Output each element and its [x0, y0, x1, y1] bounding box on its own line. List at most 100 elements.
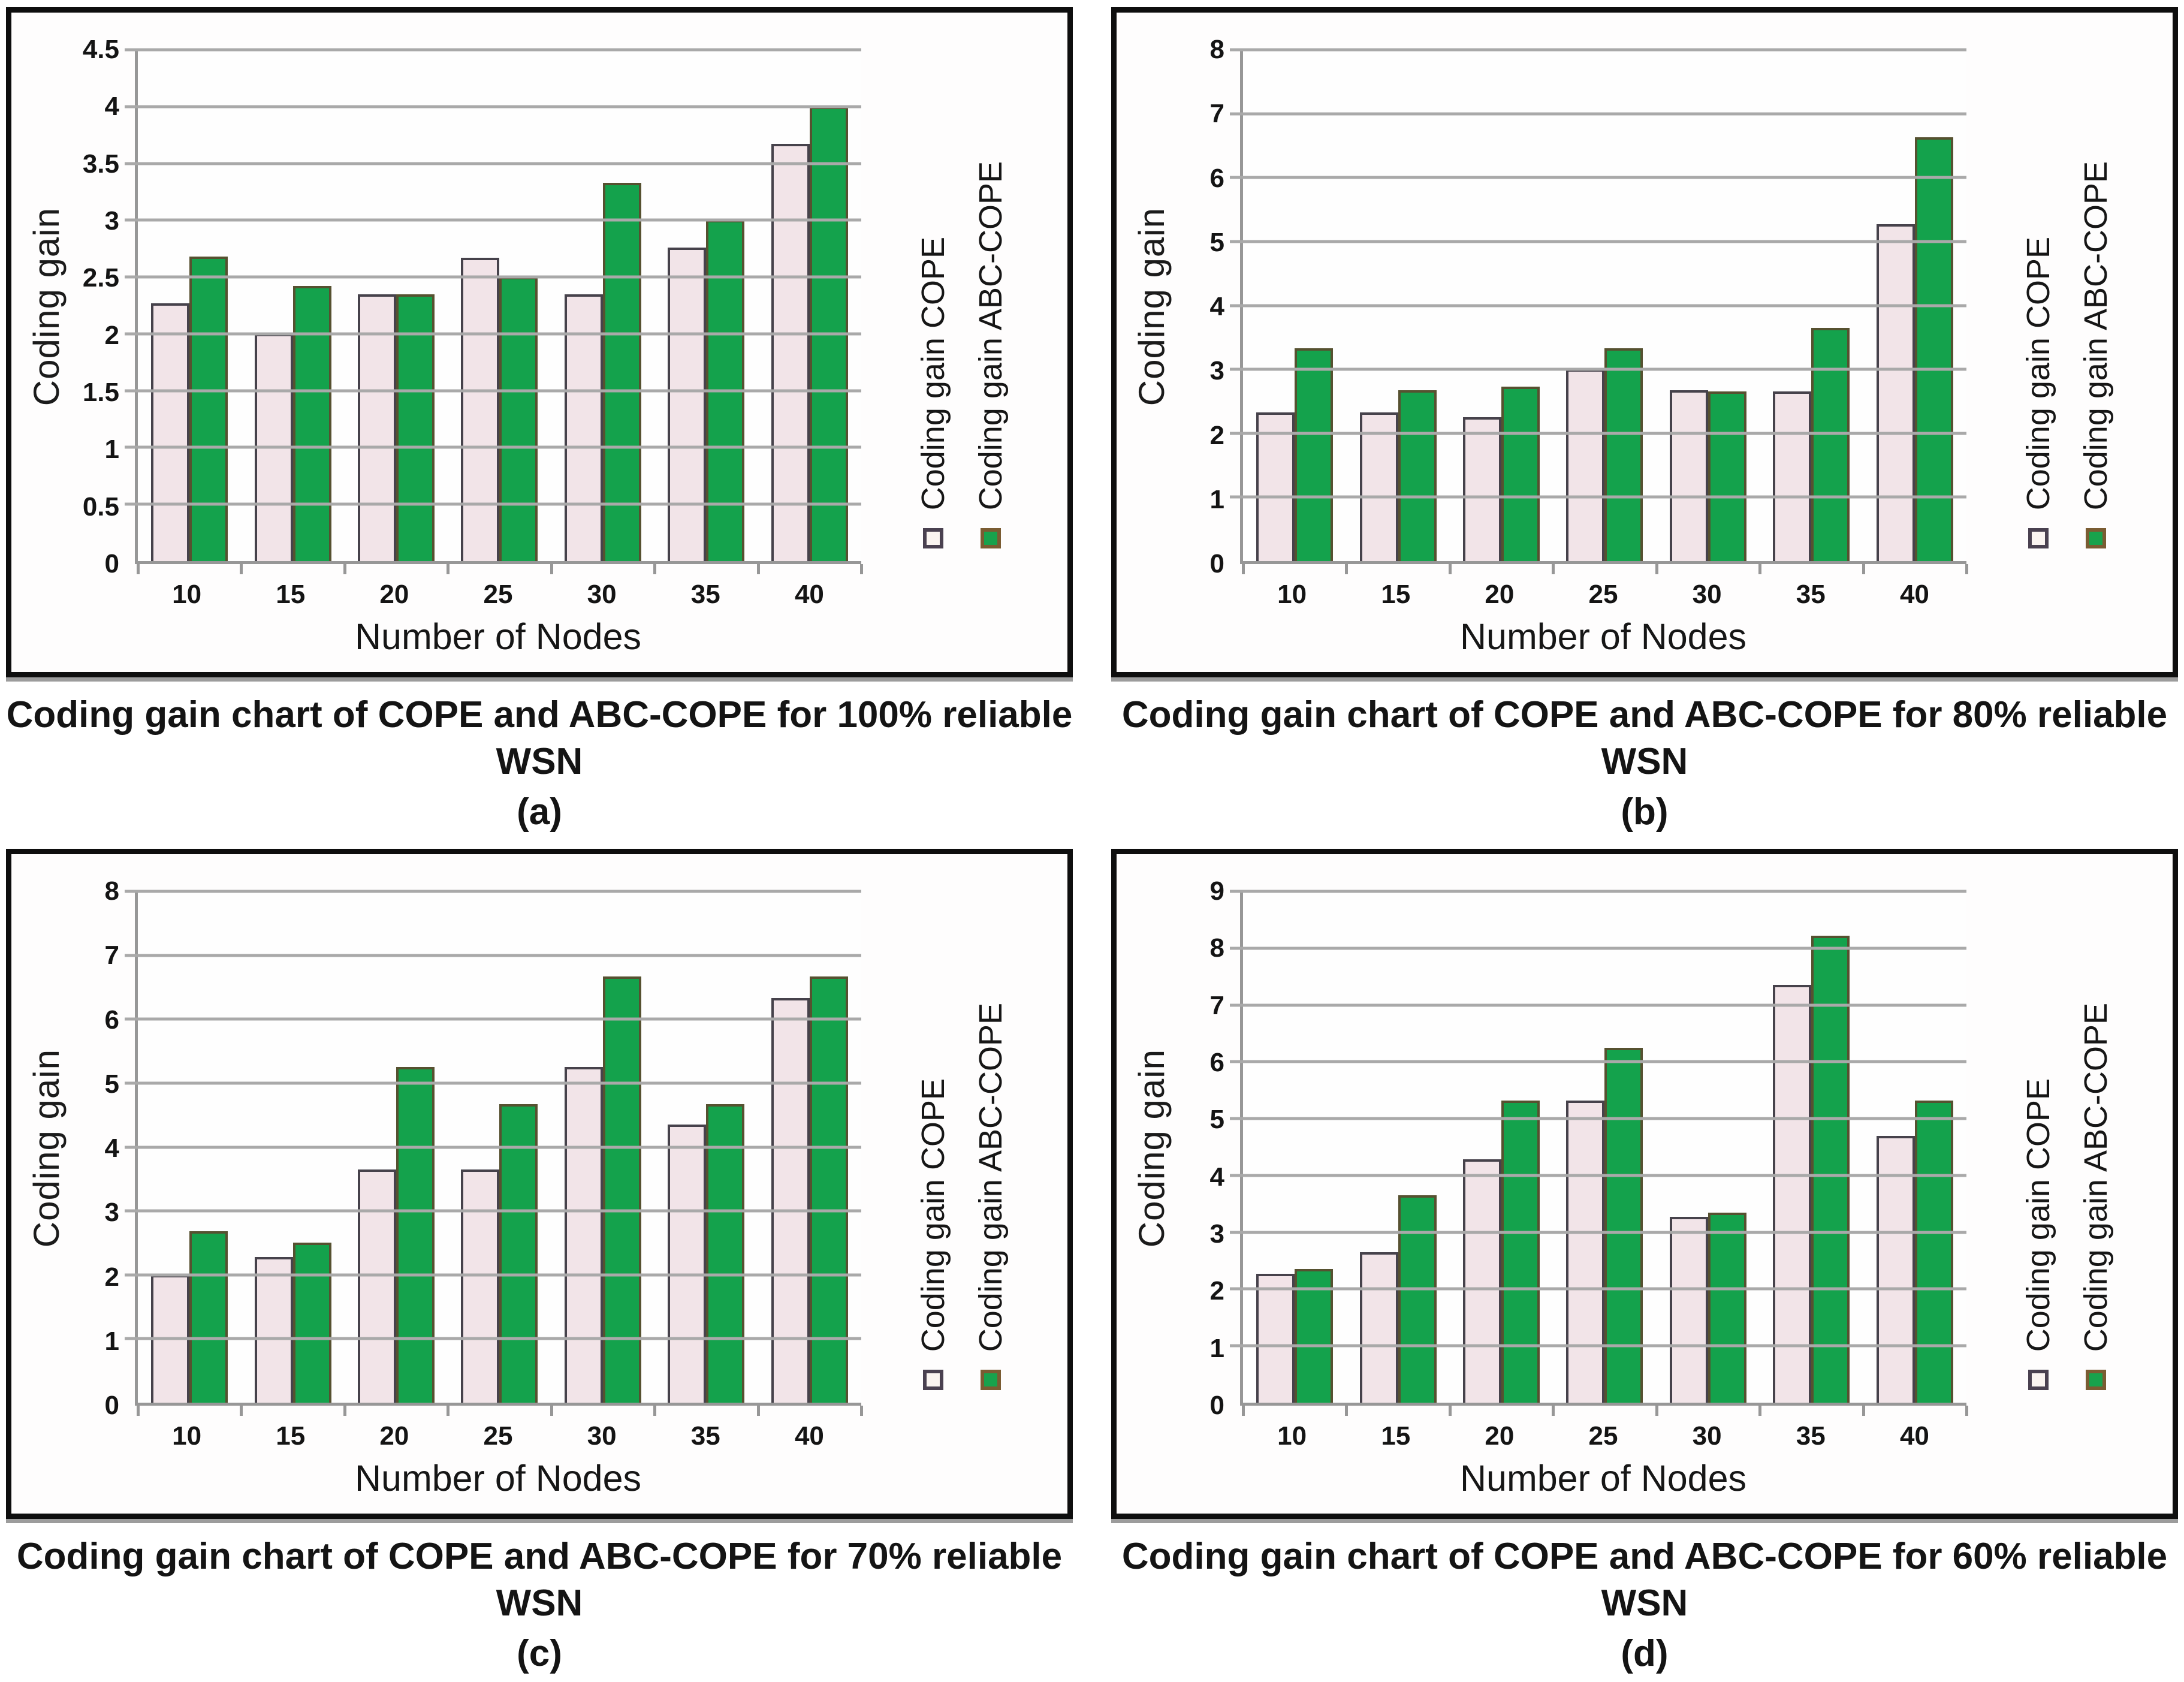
bar-group: [448, 891, 551, 1403]
bar-group: [1450, 891, 1553, 1403]
legend-marker-cope-icon: [2028, 528, 2049, 548]
panel-caption: Coding gain chart of COPE and ABC-COPE f…: [6, 694, 1073, 782]
bar-group: [1553, 891, 1656, 1403]
plot-area: [125, 48, 863, 574]
x-axis-tick-mark: [1655, 1406, 1658, 1416]
bar-abc-cope: [1604, 348, 1643, 561]
chart-panel: Coding gain 0 1 2 3 4 5 6 7 8 Coding gain COPE C…: [6, 849, 1073, 1519]
x-axis-tick-mark: [550, 564, 553, 574]
bar-group: [1243, 50, 1346, 561]
plot-row: Coding gain 0 1 2 3 4 5 6 7 8 Coding gain COPE C…: [1125, 37, 2168, 577]
x-tick-row: 10 15 20 25 30 35 40: [135, 1421, 861, 1451]
chart-area: Coding gain 0 0.5 1 1.5 2 2.5 3 3.5 4 4.5 Coding …: [20, 28, 1063, 667]
bar-cope: [461, 1169, 500, 1403]
y-tick-label: 9: [1209, 876, 1224, 906]
panel-letter-label: (b): [1621, 791, 1669, 833]
y-tick-label: 1: [1209, 1333, 1224, 1363]
bars-layer: [138, 891, 861, 1403]
y-tick-label: 6: [1209, 1048, 1224, 1078]
x-tick-label: 15: [1381, 580, 1411, 609]
bar-cope: [1876, 224, 1915, 561]
gridline: [1230, 946, 1966, 950]
bar-cope: [1256, 412, 1295, 561]
x-tick-label: 15: [1381, 1421, 1411, 1451]
bar-group: [551, 891, 654, 1403]
x-tick-label: 10: [1277, 1421, 1307, 1451]
y-axis-title-column: Coding gain: [20, 50, 73, 564]
gridline: [125, 502, 861, 506]
x-tick-label: 25: [1588, 580, 1618, 609]
y-tick-label: 7: [1209, 990, 1224, 1020]
plot-area: [1230, 890, 1968, 1416]
bar-cope: [668, 1125, 707, 1403]
x-tick-label: 40: [1899, 580, 1929, 609]
gridline: [1230, 1287, 1966, 1291]
gridline: [1230, 1003, 1966, 1007]
bar-abc-cope: [809, 976, 848, 1403]
x-tick-label: 30: [1692, 1421, 1722, 1451]
y-axis-title-column: Coding gain: [1125, 50, 1178, 564]
bar-group: [241, 50, 344, 561]
gridline: [125, 1146, 861, 1149]
x-axis-tick-mark: [653, 1406, 657, 1416]
x-tick-label: 40: [794, 1421, 824, 1451]
chart-area: Coding gain 0 1 2 3 4 5 6 7 8 Coding gain COPE C…: [20, 870, 1063, 1509]
plot-area: [1230, 48, 1968, 574]
gridline: [1230, 432, 1966, 435]
y-tick-label: 0.5: [82, 492, 119, 522]
gridline: [1230, 1231, 1966, 1234]
bar-cope: [1463, 417, 1502, 561]
y-tick-label: 8: [1209, 933, 1224, 963]
bar-abc-cope: [1914, 137, 1953, 561]
x-axis-tick-mark: [240, 1406, 243, 1416]
bar-cope: [151, 303, 190, 561]
gridline: [125, 890, 861, 893]
bar-abc-cope: [1708, 391, 1746, 561]
gridline: [125, 275, 861, 279]
y-tick-label: 3: [1209, 1219, 1224, 1249]
x-axis-tick-mark: [1448, 1406, 1452, 1416]
x-axis-title: Number of Nodes: [354, 616, 642, 657]
bar-abc-cope: [602, 182, 641, 561]
y-tick-label: 5: [1209, 227, 1224, 257]
bar-abc-cope: [1604, 1047, 1643, 1403]
bar-cope: [668, 247, 707, 561]
y-tick-label: 3: [1209, 356, 1224, 386]
y-tick-label: 0: [104, 1391, 119, 1420]
bar-abc-cope: [396, 1067, 435, 1403]
bar-abc-cope: [1501, 1100, 1540, 1403]
x-tick-label: 25: [483, 580, 513, 609]
legend-marker-cope-icon: [923, 528, 943, 548]
y-tick-column: 0 0.5 1 1.5 2 2.5 3 3.5 4 4.5: [73, 37, 135, 577]
y-tick-label: 6: [1209, 163, 1224, 193]
y-axis-title: Coding gain: [26, 1049, 67, 1248]
bar-cope: [1669, 1217, 1708, 1403]
bar-cope: [1566, 1100, 1605, 1403]
gridline: [1230, 1344, 1966, 1348]
y-tick-label: 4.5: [82, 35, 119, 64]
x-axis-tick-mark: [653, 564, 657, 574]
gridline: [1230, 112, 1966, 116]
x-axis-tick-mark: [756, 564, 760, 574]
x-axis-tick-mark: [240, 564, 243, 574]
x-tick-label: 40: [1899, 1421, 1929, 1451]
gridline: [125, 954, 861, 957]
gridline: [125, 162, 861, 165]
bar-abc-cope: [1811, 935, 1850, 1403]
y-tick-label: 4: [1209, 1162, 1224, 1192]
figure-cell: Coding gain 0 1 2 3 4 5 6 7 8 Coding gain COPE C…: [1111, 7, 2178, 833]
chart-panel: Coding gain 0 1 2 3 4 5 6 7 8 9 Coding gain COPE …: [1111, 849, 2178, 1519]
bar-abc-cope: [499, 1104, 538, 1403]
x-tick-label: 30: [1692, 580, 1722, 609]
x-axis-tick-mark: [1655, 564, 1658, 574]
x-tick-label: 40: [794, 580, 824, 609]
x-tick-label: 35: [1796, 580, 1826, 609]
bar-group: [241, 891, 344, 1403]
y-tick-label: 2: [104, 320, 119, 350]
x-axis-title: Number of Nodes: [1459, 1458, 1747, 1499]
gridline: [125, 218, 861, 222]
gridline: [125, 445, 861, 449]
bar-abc-cope: [1398, 1195, 1437, 1403]
bars-layer: [1243, 891, 1966, 1403]
x-axis-tick-mark: [343, 1406, 346, 1416]
